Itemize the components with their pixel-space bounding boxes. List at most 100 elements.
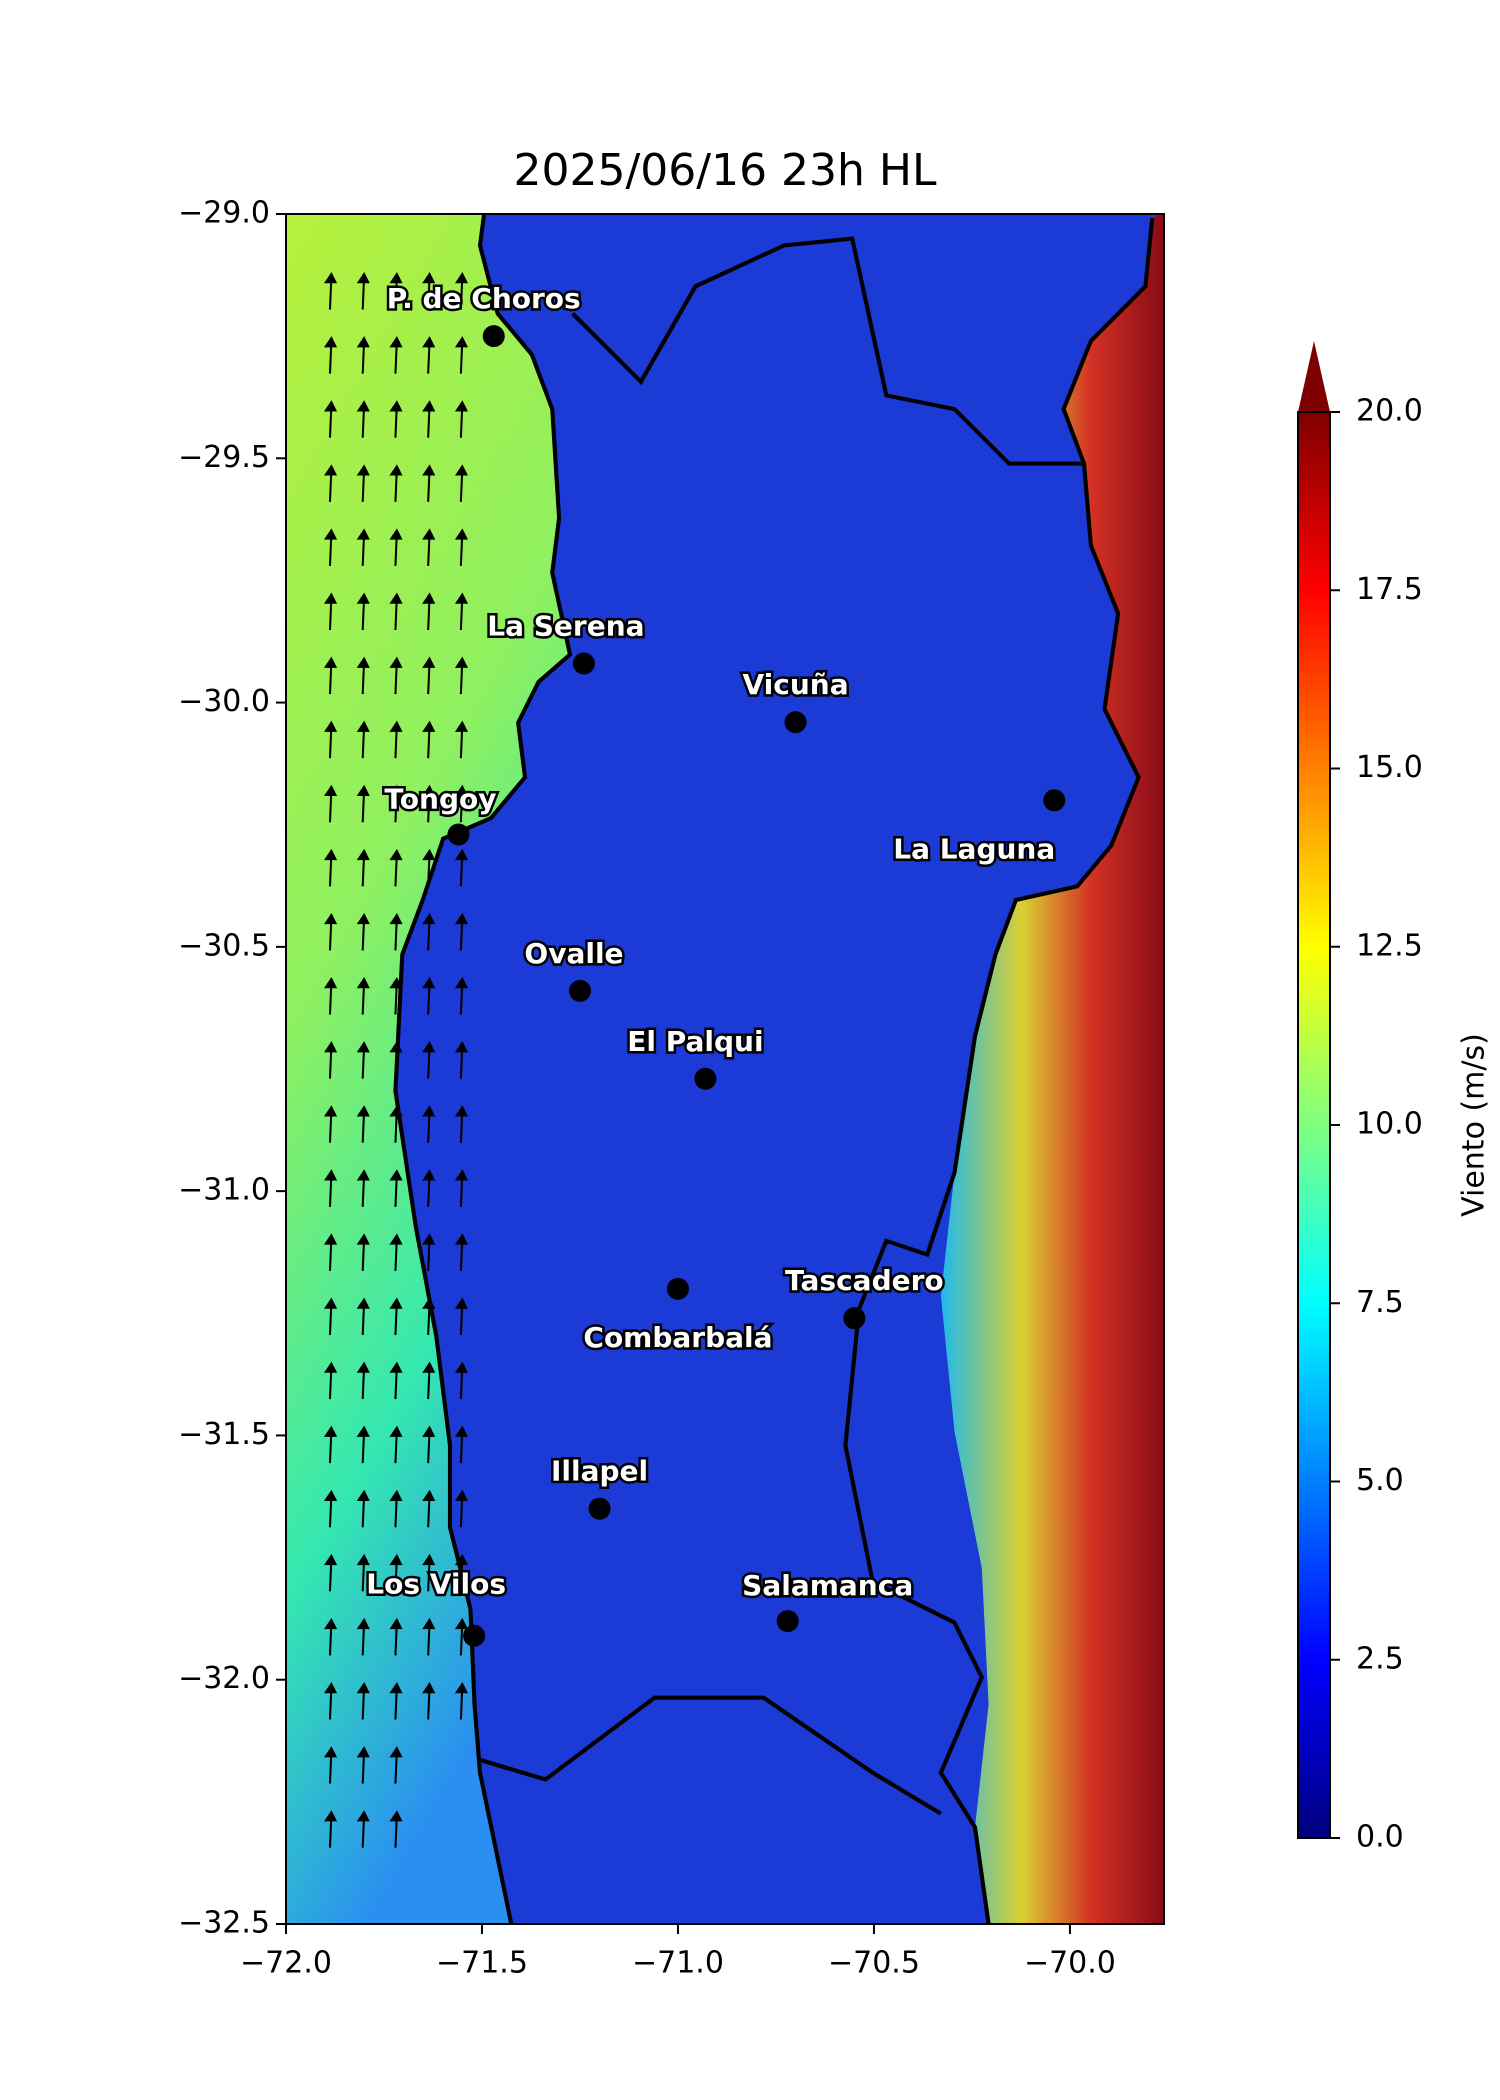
colorbar xyxy=(1298,412,1330,1838)
city-label: Vicuña xyxy=(742,668,848,701)
wind-arrow-head xyxy=(389,1041,403,1053)
wind-arrow-head xyxy=(422,336,436,348)
wind-arrow-head xyxy=(389,720,403,732)
wind-arrow-head xyxy=(356,1553,370,1566)
colorbar-tick-label: 2.5 xyxy=(1356,1641,1404,1676)
wind-arrow-head xyxy=(389,1489,403,1501)
colorbar-tick-label: 7.5 xyxy=(1356,1285,1404,1320)
wind-arrow-head xyxy=(323,720,338,732)
wind-arrow-head xyxy=(389,1361,403,1373)
y-tick-label: −32.5 xyxy=(178,1906,270,1941)
wind-arrow-head xyxy=(356,1810,370,1822)
wind-arrow-head xyxy=(454,1682,469,1694)
city-marker xyxy=(588,1497,611,1520)
wind-arrow-head xyxy=(454,912,469,925)
city-marker xyxy=(572,652,595,675)
wind-arrow-head xyxy=(389,977,403,989)
wind-arrow-head xyxy=(389,528,403,540)
wind-arrow-head xyxy=(422,1041,436,1053)
x-tick-label: −72.0 xyxy=(240,1946,332,1981)
wind-arrow-head xyxy=(323,1489,338,1501)
wind-arrow-head xyxy=(389,1169,403,1181)
y-tick-label: −29.5 xyxy=(178,440,270,475)
wind-arrow-head xyxy=(323,1105,338,1117)
wind-arrow-head xyxy=(323,272,338,284)
wind-arrow-head xyxy=(389,592,403,604)
city-label: Tongoy xyxy=(384,782,496,815)
wind-arrow-head xyxy=(356,1041,370,1053)
y-tick-label: −31.0 xyxy=(178,1173,270,1208)
wind-arrow-head xyxy=(422,848,436,861)
city-marker xyxy=(843,1307,866,1330)
wind-arrow-head xyxy=(389,1810,403,1822)
wind-arrow-head xyxy=(422,272,436,284)
city-label: Illapel xyxy=(551,1455,648,1488)
city-marker xyxy=(784,711,807,734)
y-tick-label: −31.5 xyxy=(178,1417,270,1452)
city-label: Los Vilos xyxy=(366,1568,506,1601)
colorbar-tick-label: 15.0 xyxy=(1356,750,1423,785)
wind-arrow-head xyxy=(454,977,469,989)
city-marker xyxy=(666,1277,689,1300)
wind-arrow-head xyxy=(454,720,469,732)
wind-arrow-head xyxy=(422,1105,436,1117)
wind-arrow-head xyxy=(422,784,436,797)
y-tick-label: −30.5 xyxy=(178,928,270,963)
wind-arrow-head xyxy=(422,1233,436,1245)
wind-arrow-head xyxy=(389,1553,403,1566)
wind-arrow-head xyxy=(389,1297,403,1309)
wind-arrow-head xyxy=(356,1361,370,1373)
wind-arrow-head xyxy=(422,656,436,668)
wind-arrow-head xyxy=(356,912,370,925)
city-marker xyxy=(776,1610,799,1633)
wind-field xyxy=(286,214,1164,1924)
wind-arrow-head xyxy=(422,464,436,476)
colorbar-tick-label: 10.0 xyxy=(1356,1107,1423,1142)
wind-arrow-head xyxy=(422,1553,436,1566)
wind-arrow-head xyxy=(422,720,436,732)
wind-arrow-head xyxy=(323,1041,338,1053)
wind-arrow-head xyxy=(454,464,469,476)
wind-arrow-head xyxy=(422,592,436,604)
wind-arrow-head xyxy=(323,1682,338,1694)
wind-arrow-head xyxy=(389,1746,403,1758)
wind-arrow-head xyxy=(422,912,436,925)
wind-arrow-head xyxy=(389,1105,403,1117)
x-tick-label: −71.0 xyxy=(632,1946,724,1981)
y-tick-label: −29.0 xyxy=(178,196,270,231)
wind-arrow-head xyxy=(454,592,469,604)
wind-arrow-head xyxy=(356,1746,370,1758)
wind-arrow-head xyxy=(356,400,370,412)
wind-arrow-head xyxy=(454,1553,469,1566)
x-tick-label: −71.5 xyxy=(436,1946,528,1981)
wind-arrow-head xyxy=(454,784,469,797)
wind-arrow-head xyxy=(323,1169,338,1181)
wind-arrow-head xyxy=(389,1425,403,1437)
wind-arrow-head xyxy=(454,1105,469,1117)
wind-arrow-head xyxy=(454,1233,469,1245)
city-marker xyxy=(447,823,470,846)
colorbar-tick-label: 0.0 xyxy=(1356,1820,1404,1855)
wind-arrow-head xyxy=(323,1617,338,1630)
wind-arrow-head xyxy=(323,977,338,989)
wind-arrow-head xyxy=(422,1489,436,1501)
wind-arrow-head xyxy=(323,784,338,797)
wind-arrow-head xyxy=(454,1617,469,1630)
wind-arrow-head xyxy=(454,1297,469,1309)
wind-arrow-head xyxy=(389,784,403,797)
wind-arrow-head xyxy=(356,336,370,348)
wind-arrow-head xyxy=(454,400,469,412)
wind-arrow-head xyxy=(323,1297,338,1309)
wind-arrow-head xyxy=(356,848,370,861)
colorbar-label: Viento (m/s) xyxy=(1457,1033,1492,1217)
wind-arrow-head xyxy=(422,1682,436,1694)
x-tick-label: −70.5 xyxy=(828,1946,920,1981)
colorbar-tick-label: 12.5 xyxy=(1356,928,1423,963)
wind-arrow-head xyxy=(422,1361,436,1373)
wind-arrow-head xyxy=(356,1682,370,1694)
wind-arrow-head xyxy=(389,272,403,284)
wind-arrow-head xyxy=(323,1553,338,1566)
wind-arrow-head xyxy=(454,272,469,284)
wind-arrow-head xyxy=(356,1617,370,1630)
wind-arrow-head xyxy=(356,1489,370,1501)
